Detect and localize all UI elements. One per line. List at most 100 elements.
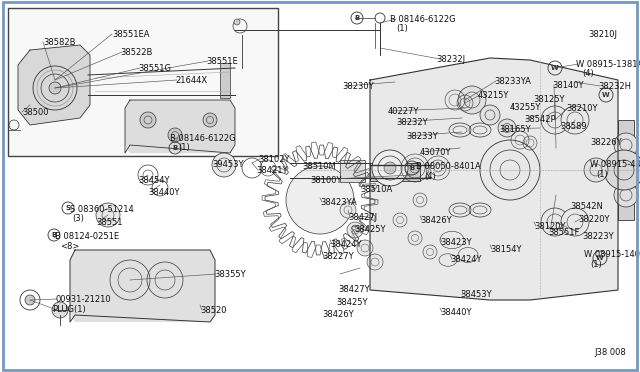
Text: 38230Y: 38230Y	[342, 82, 374, 91]
Text: 38232J: 38232J	[436, 55, 465, 64]
Text: B: B	[355, 15, 360, 21]
Text: 38226Y: 38226Y	[590, 138, 621, 147]
Text: 38589: 38589	[560, 122, 587, 131]
Circle shape	[168, 128, 182, 142]
Text: 38427Y: 38427Y	[338, 285, 370, 294]
Text: 38522B: 38522B	[120, 48, 152, 57]
Text: 38542P: 38542P	[524, 115, 556, 124]
Circle shape	[367, 254, 383, 270]
Text: W: W	[551, 65, 559, 71]
Circle shape	[372, 150, 408, 186]
Text: 40227Y: 40227Y	[388, 107, 419, 116]
Text: 38551F: 38551F	[548, 228, 579, 237]
Text: 38210J: 38210J	[588, 30, 617, 39]
Text: B 08146-6122G: B 08146-6122G	[390, 15, 456, 24]
Bar	[618, 120, 634, 220]
Text: 38510A: 38510A	[360, 185, 392, 194]
Text: 38165Y: 38165Y	[499, 125, 531, 134]
Circle shape	[541, 106, 569, 134]
Bar	[370, 163, 420, 181]
Circle shape	[203, 113, 217, 127]
Text: W: W	[596, 255, 604, 261]
Text: (1): (1)	[178, 143, 189, 152]
Circle shape	[384, 162, 396, 174]
Bar	[340, 160, 365, 182]
Circle shape	[423, 245, 437, 259]
Text: 38454Y: 38454Y	[138, 176, 170, 185]
Text: 21644X: 21644X	[175, 76, 207, 85]
Text: 39453Y: 39453Y	[212, 160, 243, 169]
Circle shape	[480, 105, 500, 125]
Text: B 08146-6122G: B 08146-6122G	[170, 134, 236, 143]
Polygon shape	[70, 250, 215, 322]
Text: 38210Y: 38210Y	[566, 104, 598, 113]
Circle shape	[480, 140, 540, 200]
Text: 38551: 38551	[96, 218, 122, 227]
Text: 38542N: 38542N	[570, 202, 603, 211]
Text: B: B	[410, 165, 415, 171]
Text: 00931-21210: 00931-21210	[55, 295, 111, 304]
Polygon shape	[370, 58, 618, 300]
Text: 38102Y: 38102Y	[258, 155, 289, 164]
Circle shape	[340, 202, 356, 218]
Text: 38440Y: 38440Y	[440, 308, 472, 317]
Circle shape	[393, 213, 407, 227]
Text: 43070Y: 43070Y	[420, 148, 451, 157]
Circle shape	[614, 133, 638, 157]
Text: 38520: 38520	[200, 306, 227, 315]
Text: 38125Y: 38125Y	[533, 95, 564, 104]
Text: B: B	[172, 145, 178, 151]
Text: W 08915-44000: W 08915-44000	[590, 160, 640, 169]
Text: 43215Y: 43215Y	[478, 91, 509, 100]
Bar	[220, 63, 230, 98]
Text: S 08360-51214: S 08360-51214	[70, 205, 134, 214]
Text: W 08915-1381A: W 08915-1381A	[576, 60, 640, 69]
Text: 38233YA: 38233YA	[494, 77, 531, 86]
Text: J38 008: J38 008	[594, 348, 626, 357]
Text: 38232Y: 38232Y	[396, 118, 428, 127]
Text: 38120Y: 38120Y	[534, 222, 566, 231]
Circle shape	[561, 208, 589, 236]
Circle shape	[357, 240, 373, 256]
Text: 38421Y: 38421Y	[256, 166, 287, 175]
Text: 38551G: 38551G	[138, 64, 171, 73]
Text: W 08915-14000: W 08915-14000	[584, 250, 640, 259]
Circle shape	[234, 19, 240, 25]
Circle shape	[25, 295, 35, 305]
Circle shape	[561, 106, 589, 134]
Circle shape	[49, 82, 61, 94]
Circle shape	[541, 208, 569, 236]
Bar	[8, 8, 278, 156]
Circle shape	[96, 203, 120, 227]
Circle shape	[52, 302, 68, 318]
Text: (1): (1)	[596, 170, 608, 179]
Text: 38551EA: 38551EA	[112, 30, 150, 39]
Text: 38140Y: 38140Y	[552, 81, 584, 90]
Circle shape	[584, 158, 608, 182]
Text: <8>: <8>	[60, 242, 79, 251]
Circle shape	[614, 183, 638, 207]
Text: 38423Y: 38423Y	[440, 238, 472, 247]
Text: W: W	[602, 92, 610, 98]
Text: 38453Y: 38453Y	[460, 290, 492, 299]
Circle shape	[604, 150, 640, 190]
Text: B: B	[51, 232, 56, 238]
Text: 38154Y: 38154Y	[490, 245, 522, 254]
Text: (1): (1)	[590, 260, 602, 269]
Text: 38424Y: 38424Y	[330, 240, 362, 249]
Text: 38425Y: 38425Y	[336, 298, 367, 307]
Text: 38510M: 38510M	[302, 162, 336, 171]
Text: 38232H: 38232H	[598, 82, 631, 91]
Polygon shape	[18, 45, 90, 125]
Text: 38426Y: 38426Y	[420, 216, 452, 225]
Text: 38100Y: 38100Y	[310, 176, 342, 185]
Text: 38440Y: 38440Y	[148, 188, 179, 197]
Text: B 08050-8401A: B 08050-8401A	[416, 162, 481, 171]
Text: 38551E: 38551E	[206, 57, 237, 66]
Circle shape	[140, 112, 156, 128]
Text: 38355Y: 38355Y	[214, 270, 246, 279]
Text: 38227Y: 38227Y	[322, 252, 354, 261]
Text: 38425Y: 38425Y	[354, 225, 385, 234]
Circle shape	[408, 231, 422, 245]
Text: 38424Y: 38424Y	[450, 255, 481, 264]
